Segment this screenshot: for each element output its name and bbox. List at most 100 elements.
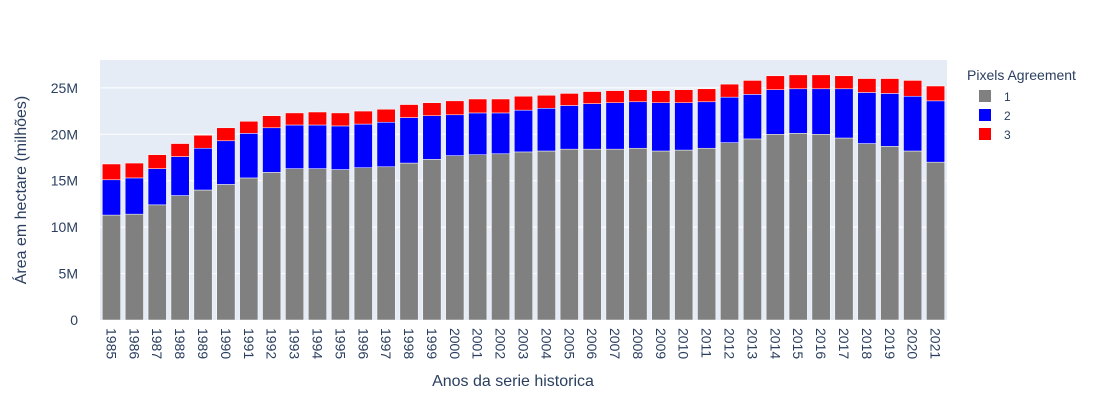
bar-3-2020 [903,80,923,97]
x-tick-label: 2005 [561,328,577,359]
x-tick-label: 1991 [241,328,257,359]
x-tick-label: 2009 [653,328,669,359]
x-tick-label: 2020 [905,328,921,359]
x-tick-label: 1987 [149,328,165,359]
bar-2-2012 [720,96,739,143]
bar-3-1990 [216,127,236,142]
bar-1-2015 [788,133,808,321]
bar-2-2010 [674,102,694,151]
bar-3-2005 [559,93,579,106]
x-tick-label: 2006 [584,328,600,359]
bar-1-2002 [491,153,511,321]
bar-1-2013 [743,138,762,321]
bar-2-1999 [422,115,442,160]
bar-3-1994 [308,111,327,126]
bar-1-2006 [582,148,602,321]
bar-1-2019 [880,146,900,321]
x-tick-label: 1999 [424,328,440,359]
bar-2-1991 [239,133,259,179]
bar-2-1994 [308,124,327,169]
x-tick-label: 2003 [516,328,532,359]
bar-2-1988 [170,156,190,196]
bar-3-1997 [376,108,396,123]
y-axis-title: Área em hectare (milhões) [11,96,30,285]
x-tick-label: 1993 [287,328,303,359]
x-tick-label: 1995 [332,328,348,359]
bar-2-1987 [147,168,167,206]
x-tick-label: 2000 [447,328,463,359]
bar-3-2019 [880,78,900,94]
bar-2-2020 [903,95,923,152]
bar-2-1986 [124,177,144,215]
x-tick-label: 1990 [218,328,234,359]
bar-1-1989 [193,189,213,321]
bar-3-1995 [330,112,350,127]
x-tick-label: 2016 [813,328,829,359]
bar-1-1994 [308,168,327,321]
bar-2-2002 [491,112,511,155]
bar-1-1993 [285,168,304,321]
x-tick-label: 1988 [172,328,188,359]
legend-title: Pixels Agreement [967,67,1076,83]
bar-2-2021 [926,100,945,163]
bar-3-2003 [514,95,533,111]
bar-1-1999 [422,159,442,321]
legend-swatch [979,128,991,140]
y-tick-label: 10M [51,219,78,235]
bar-3-1991 [239,121,259,134]
bar-3-1999 [422,102,442,116]
bar-3-2010 [674,89,694,103]
legend-label: 2 [1004,109,1011,123]
bar-1-2001 [468,154,488,321]
bar-3-2000 [445,100,465,116]
bar-3-1985 [102,163,121,181]
x-tick-label: 1998 [401,328,417,359]
y-tick-label: 0 [70,312,78,328]
bar-2-2008 [628,101,648,149]
bar-1-1985 [102,214,121,321]
bar-2-2001 [468,112,488,155]
x-tick-label: 2008 [630,328,646,359]
bar-3-2014 [765,75,785,90]
x-tick-labels: 1985 1986 1987 1988 1989 1990 1991 1992 1993 1994… [103,328,943,359]
bar-2-1985 [102,179,121,216]
bar-1-1992 [262,172,282,321]
bar-1-2012 [720,142,739,321]
bar-3-1993 [285,112,304,126]
x-tick-label: 2013 [744,328,760,359]
bar-2-1998 [399,117,419,164]
legend-label: 3 [1004,128,1011,142]
bar-2-2000 [445,114,465,156]
bar-1-2021 [926,161,945,321]
x-tick-label: 1985 [103,328,119,359]
bar-3-2009 [651,90,671,103]
bar-1-2011 [697,147,717,321]
bar-1-2004 [536,150,556,321]
bar-3-1998 [399,104,419,118]
bar-2-2017 [834,88,854,139]
bar-1-1986 [124,213,144,321]
legend-items: 1 2 3 [979,90,1011,142]
legend-swatch [979,109,991,121]
x-axis-title: Anos da serie historica [432,373,594,390]
bar-1-2009 [651,150,671,321]
bar-3-2004 [536,95,556,109]
x-tick-label: 1986 [126,328,142,359]
bar-2-2007 [605,102,625,150]
bar-1-2010 [674,149,694,321]
bar-3-2018 [857,78,877,93]
x-tick-label: 2007 [607,328,623,359]
bar-3-2002 [491,98,511,114]
bar-2-1995 [330,125,350,170]
bar-1-2007 [605,148,625,321]
bar-3-2015 [788,74,808,90]
bar-3-1989 [193,134,213,149]
bar-1-1997 [376,166,396,321]
bar-layer [102,74,945,321]
bar-2-2004 [536,108,556,152]
y-tick-label: 15M [51,173,78,189]
bar-1-1990 [216,184,236,321]
bar-2-2019 [880,93,900,147]
x-tick-label: 2017 [836,328,852,359]
